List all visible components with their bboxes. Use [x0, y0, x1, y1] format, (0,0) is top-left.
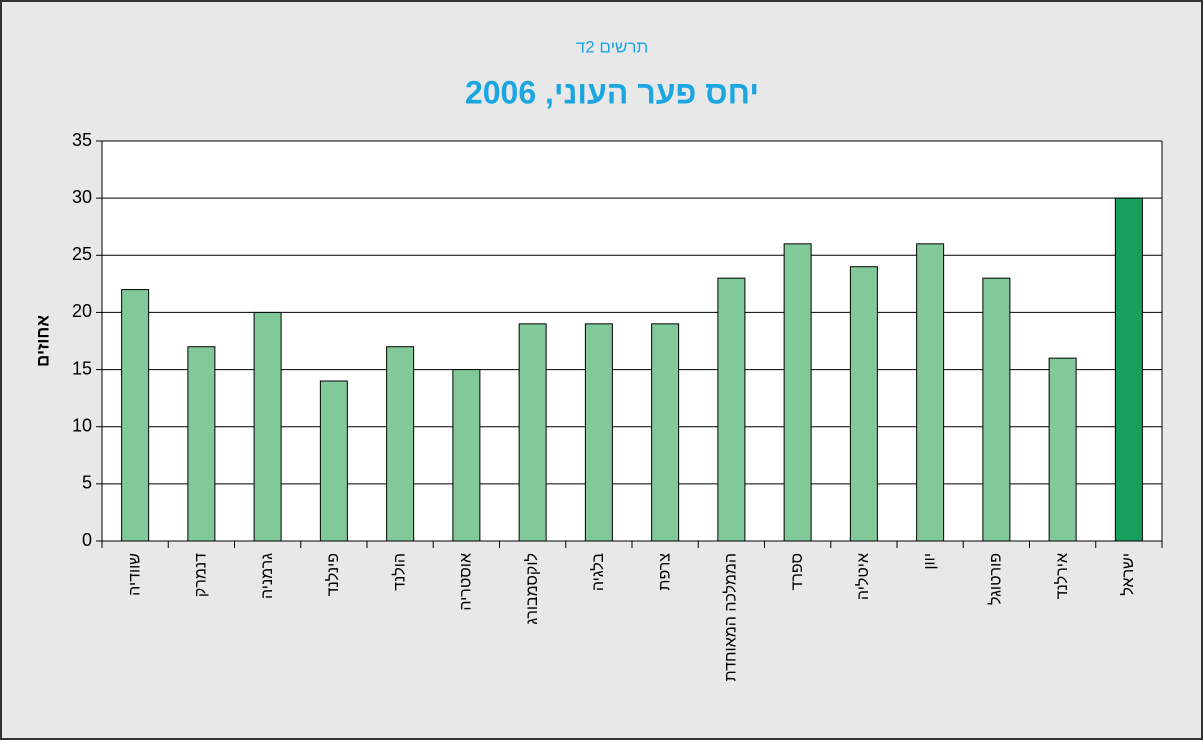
x-tick-label: ספרד	[789, 553, 806, 591]
bar	[584, 323, 613, 542]
x-tick-label: אירלנד	[1053, 553, 1071, 599]
bar	[849, 266, 878, 542]
x-tick-label: הממלכה המאוחדת	[722, 553, 740, 681]
chart-title: יחס פער העוני, 2006	[465, 74, 759, 110]
x-tick-label: שוודיה	[126, 553, 143, 596]
y-tick-label: 25	[72, 244, 92, 264]
x-tick-label: צרפת	[656, 553, 673, 591]
chart-subtitle: תרשים 2ד	[576, 37, 648, 56]
bar	[452, 369, 481, 542]
y-tick-label: 35	[72, 130, 92, 150]
bar	[1048, 357, 1077, 542]
x-tick-label: דנמרק	[193, 553, 210, 597]
bar	[319, 380, 348, 542]
bar	[1114, 197, 1143, 542]
bar	[386, 346, 415, 542]
x-tick-label: בלגיה	[589, 553, 607, 592]
bar	[121, 289, 150, 542]
y-tick-label: 0	[82, 530, 92, 550]
y-tick-label: 15	[72, 358, 92, 378]
x-tick-label: פינלנד	[324, 553, 342, 596]
x-tick-label: אוסטריה	[458, 553, 475, 611]
x-tick-label: איטליה	[854, 553, 872, 600]
bar	[518, 323, 547, 542]
bar	[717, 277, 746, 542]
x-tick-label: יוון	[921, 553, 938, 570]
bar	[982, 277, 1011, 542]
x-tick-label: ישראל	[1119, 553, 1137, 596]
y-axis-label: אחוזים	[33, 315, 52, 367]
x-tick-label: הולנד	[390, 553, 408, 591]
bar	[651, 323, 680, 542]
y-tick-label: 5	[82, 473, 92, 493]
y-tick-label: 20	[72, 301, 92, 321]
bar	[253, 311, 282, 542]
y-tick-label: 10	[72, 415, 92, 435]
bar	[187, 346, 216, 542]
bar	[783, 243, 812, 542]
y-tick-label: 30	[72, 187, 92, 207]
x-tick-label: פורטוגל	[987, 553, 1005, 605]
x-tick-label: גרמניה	[259, 553, 276, 599]
bar	[916, 243, 945, 542]
x-tick-label: לוקסמבורג	[523, 553, 541, 625]
